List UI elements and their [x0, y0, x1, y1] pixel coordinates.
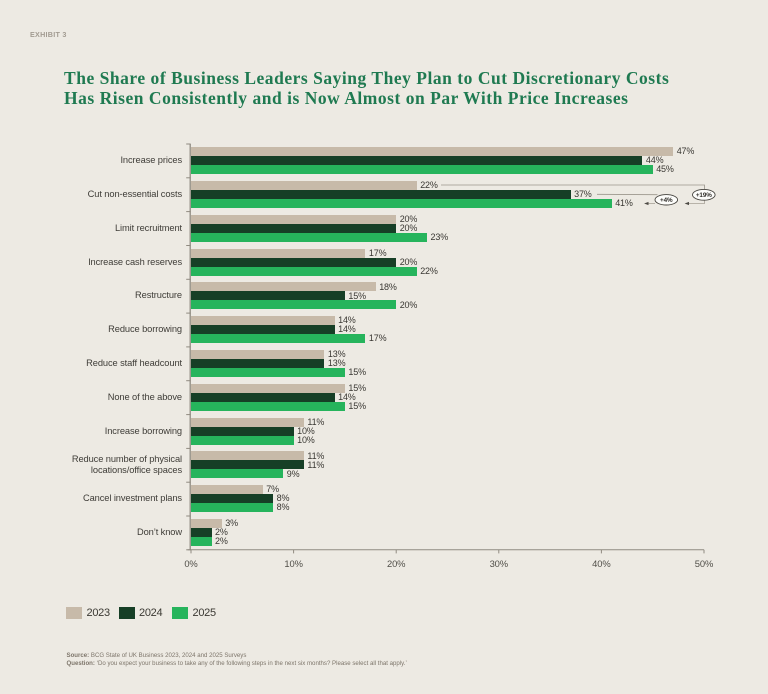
svg-text:+19%: +19% — [696, 192, 712, 199]
svg-text:+4%: +4% — [660, 197, 673, 204]
